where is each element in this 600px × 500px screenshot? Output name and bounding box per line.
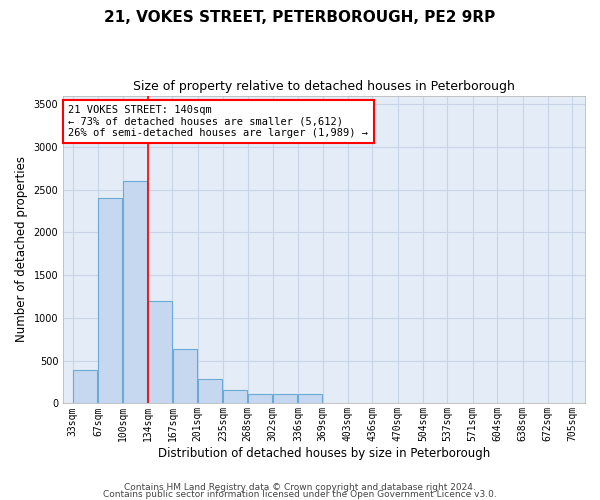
Bar xyxy=(148,301,172,404)
Bar xyxy=(248,394,272,404)
Y-axis label: Number of detached properties: Number of detached properties xyxy=(15,156,28,342)
Text: Contains public sector information licensed under the Open Government Licence v3: Contains public sector information licen… xyxy=(103,490,497,499)
Bar xyxy=(73,370,97,404)
Bar xyxy=(298,394,322,404)
Bar xyxy=(123,181,147,404)
Bar xyxy=(273,394,297,404)
Bar xyxy=(173,348,197,404)
Text: 21, VOKES STREET, PETERBOROUGH, PE2 9RP: 21, VOKES STREET, PETERBOROUGH, PE2 9RP xyxy=(104,10,496,25)
X-axis label: Distribution of detached houses by size in Peterborough: Distribution of detached houses by size … xyxy=(158,447,490,460)
Bar xyxy=(223,390,247,404)
Text: 21 VOKES STREET: 140sqm
← 73% of detached houses are smaller (5,612)
26% of semi: 21 VOKES STREET: 140sqm ← 73% of detache… xyxy=(68,105,368,138)
Bar xyxy=(198,378,222,404)
Title: Size of property relative to detached houses in Peterborough: Size of property relative to detached ho… xyxy=(133,80,515,93)
Bar xyxy=(98,198,122,404)
Text: Contains HM Land Registry data © Crown copyright and database right 2024.: Contains HM Land Registry data © Crown c… xyxy=(124,484,476,492)
